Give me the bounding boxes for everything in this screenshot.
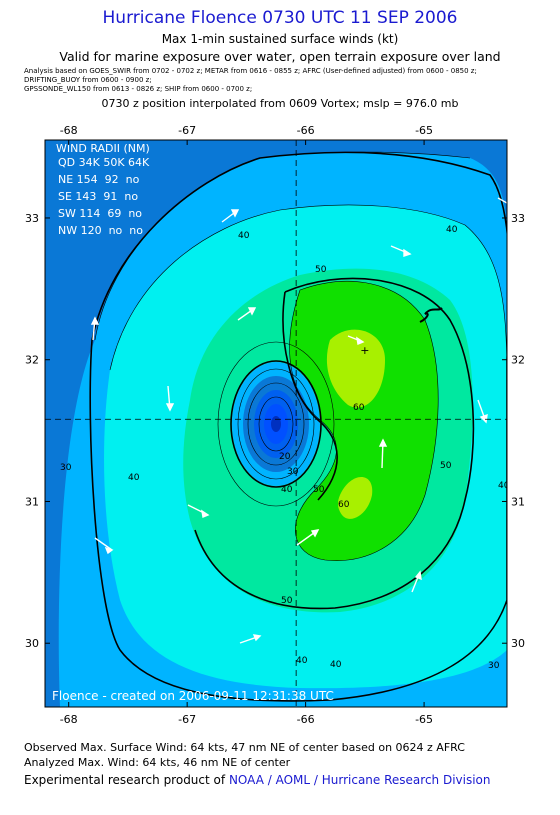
wind-radii-row: SE 143 91 no (58, 190, 138, 203)
contour-label: 50 (281, 596, 293, 606)
lat-tick-label-right: 33 (511, 212, 525, 225)
contour-label: 30 (488, 661, 500, 671)
lat-tick-label-right: 31 (511, 495, 525, 508)
contour-label: 40 (238, 231, 250, 241)
lat-tick-label-left: 31 (25, 495, 39, 508)
max-wind-marker: + (360, 344, 369, 357)
band-60-kt (289, 281, 439, 561)
contour-label: 50 (440, 461, 452, 471)
lon-tick-label-bottom: -66 (297, 713, 315, 726)
position-note: 0730 z position interpolated from 0609 V… (101, 97, 459, 110)
lat-tick-label-right: 30 (511, 637, 525, 650)
map-axes: -68 -68 -67 -67 -66 -66 -65 -65 33 33 32 32 31 31 30 30 (25, 124, 525, 726)
lon-tick-label-top: -66 (297, 124, 315, 137)
contour-label: 50 (315, 265, 327, 275)
contour-label: 40 (498, 481, 510, 491)
observed-max-wind: Observed Max. Surface Wind: 64 kts, 47 n… (24, 741, 465, 754)
wind-radii-table: WIND RADII (NM) QD 34K 50K 64K NE 154 92… (56, 142, 150, 237)
product-prefix: Experimental research product of (24, 773, 226, 787)
analysis-line: Analysis based on GOES_SWIR from 0702 - … (24, 67, 477, 75)
lat-tick-label-left: 32 (25, 354, 39, 367)
lat-tick-label-left: 33 (25, 212, 39, 225)
wind-radii-row: NW 120 no no (58, 224, 143, 237)
hrd-link[interactable]: NOAA / AOML / Hurricane Research Divisio… (228, 773, 491, 787)
lon-tick-label-bottom: -67 (178, 713, 196, 726)
analysis-line: DRIFTING_BUOY from 0600 - 0900 z; (24, 76, 152, 84)
contour-label: 40 (446, 225, 458, 235)
contour-label: 60 (353, 403, 365, 413)
wind-radii-header: QD 34K 50K 64K (58, 156, 150, 169)
contour-label: 40 (281, 485, 293, 495)
map-subtitle: Max 1-min sustained surface winds (kt) (161, 32, 399, 46)
contour-label: 40 (296, 656, 308, 666)
map-title: Hurricane Floence 0730 UTC 11 SEP 2006 (102, 8, 458, 28)
plot-frame (44, 139, 508, 708)
band-70-kt-south (337, 476, 373, 519)
lon-tick-label-top: -65 (415, 124, 433, 137)
contour-label: 60 (338, 500, 350, 510)
validity-note: Valid for marine exposure over water, op… (59, 49, 501, 64)
analyzed-max-wind: Analyzed Max. Wind: 64 kts, 46 nm NE of … (24, 756, 291, 769)
contour-label: 50 (313, 485, 325, 495)
lon-tick-label-top: -67 (178, 124, 196, 137)
contour-label: 30 (287, 467, 299, 477)
center-crosshair (45, 140, 507, 707)
band-70-kt-north (326, 329, 385, 408)
contour-label: 30 (60, 463, 72, 473)
product-credit: Experimental research product of NOAA / … (24, 773, 491, 787)
lon-tick-label-bottom: -65 (415, 713, 433, 726)
wind-field: 40 40 50 60 60 20 30 40 50 50 30 40 50 4… (45, 140, 510, 707)
contour-label: 40 (330, 660, 342, 670)
map-credit: Floence - created on 2006-09-11 12:31:38… (52, 689, 334, 703)
wind-radii-title: WIND RADII (NM) (56, 142, 150, 155)
contour-label: 20 (279, 452, 291, 462)
lat-tick-label-right: 32 (511, 354, 525, 367)
lat-tick-label-left: 30 (25, 637, 39, 650)
lon-tick-label-top: -68 (60, 124, 78, 137)
analysis-line: GPSSONDE_WL150 from 0613 - 0826 z; SHIP … (24, 85, 253, 93)
wind-vectors (90, 197, 507, 644)
contour-labels: 40 40 50 60 60 20 30 40 50 50 30 40 50 4… (60, 225, 510, 671)
contour-label: 40 (128, 473, 140, 483)
wind-radii-row: SW 114 69 no (58, 207, 142, 220)
analysis-sources: Analysis based on GOES_SWIR from 0702 - … (24, 67, 477, 94)
storm-track-hook-icon (419, 307, 443, 323)
wind-radii-row: NE 154 92 no (58, 173, 140, 186)
lon-tick-label-bottom: -68 (60, 713, 78, 726)
core-eye (271, 416, 281, 432)
